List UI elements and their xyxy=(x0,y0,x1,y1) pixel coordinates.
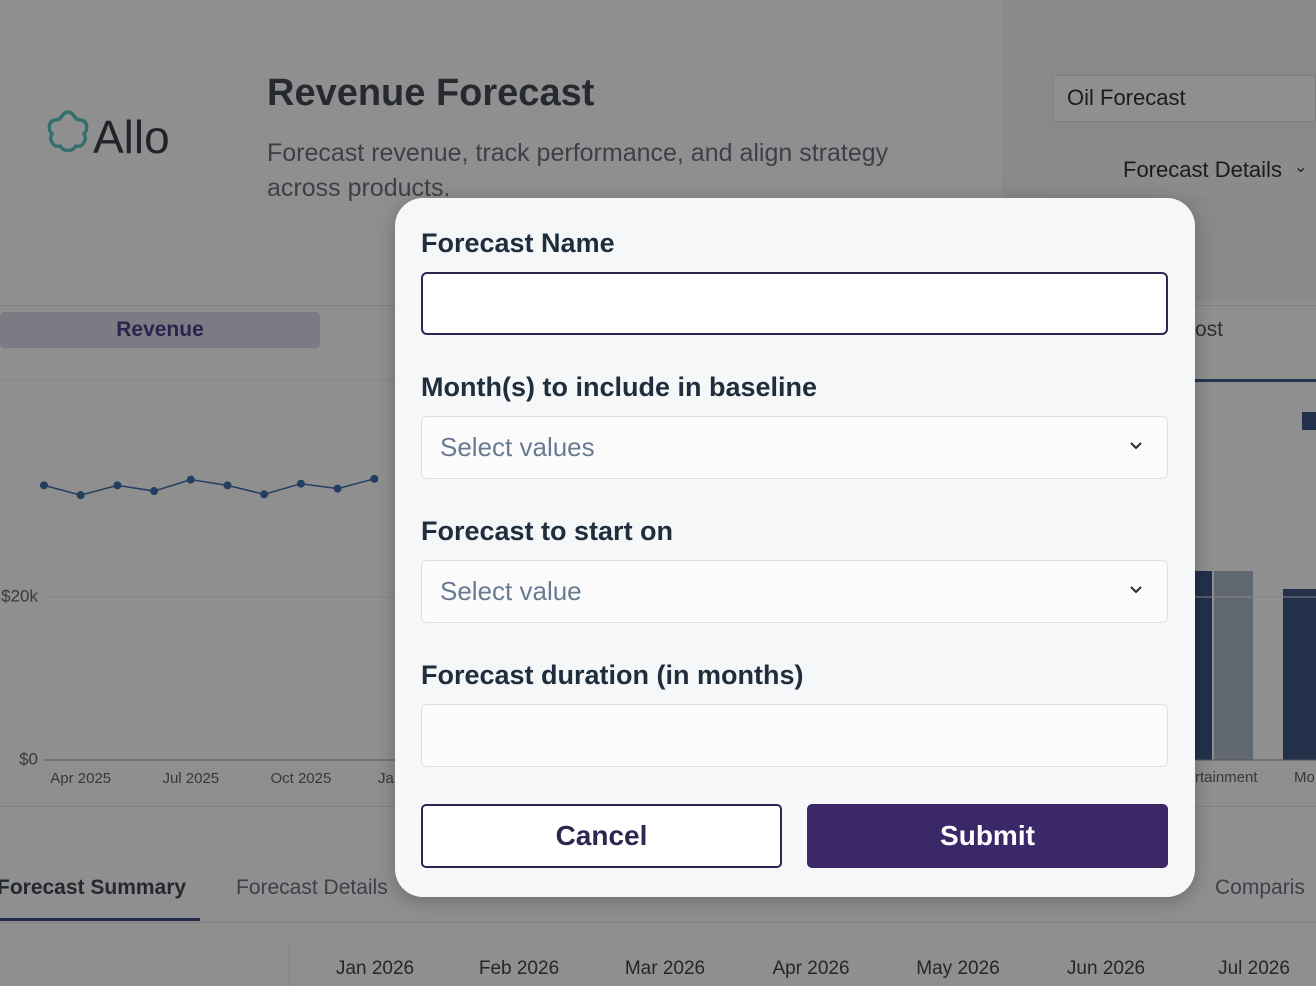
tab[interactable]: Forecast Summary xyxy=(0,876,187,899)
bar xyxy=(1283,589,1316,760)
page-title: Revenue Forecast xyxy=(267,72,595,114)
y-tick-label: $0 xyxy=(19,749,38,768)
tab-underline xyxy=(0,918,200,921)
field-label: Month(s) to include in baseline xyxy=(421,372,818,402)
bar-label-fragment: rtainment xyxy=(1195,769,1258,786)
column-header: Jan 2026 xyxy=(335,958,415,979)
tab[interactable]: Comparis xyxy=(1215,876,1305,899)
bar xyxy=(1214,571,1253,760)
tab-underline xyxy=(1195,379,1316,382)
chevron xyxy=(1130,586,1142,594)
forecast-select[interactable]: Oil Forecast xyxy=(1053,75,1316,122)
text-input[interactable] xyxy=(421,272,1168,335)
chart-tab[interactable]: Revenue xyxy=(0,312,320,348)
legend-swatch xyxy=(1302,412,1316,430)
line xyxy=(43,478,375,496)
details-button-text: Forecast Details xyxy=(1123,157,1282,182)
x-tick-label: Oct 2025 xyxy=(270,770,331,787)
y-tick-label: $20k xyxy=(1,586,38,605)
table-divider xyxy=(289,945,290,986)
cancel-button[interactable]: Cancel xyxy=(421,804,782,868)
field-label: Forecast to start on xyxy=(421,516,674,546)
select-input[interactable]: Select value xyxy=(421,560,1168,623)
field-label: Forecast Name xyxy=(421,228,615,258)
forecast-select-text: Oil Forecast xyxy=(1067,85,1186,110)
column-header: May 2026 xyxy=(916,958,1000,979)
point xyxy=(113,481,122,490)
details-button[interactable]: Forecast Details ⌄ xyxy=(1053,145,1316,195)
field-label: Forecast duration (in months) xyxy=(421,660,804,690)
column-header: Jun 2026 xyxy=(1066,958,1146,979)
column-header: Feb 2026 xyxy=(478,958,560,979)
point xyxy=(260,490,269,499)
point xyxy=(333,484,342,493)
chevron: ⌄ xyxy=(1294,159,1308,176)
point xyxy=(40,481,48,490)
x-tick-label: Jul 2025 xyxy=(162,770,219,787)
chart-tab-fragment: ost xyxy=(1195,318,1224,341)
point xyxy=(223,481,232,490)
divider xyxy=(0,922,1316,923)
bar-label-fragment: Mo xyxy=(1294,769,1315,786)
page-subtitle: Forecast revenue, track performance, and… xyxy=(267,139,889,202)
bar xyxy=(1195,571,1212,760)
point xyxy=(370,474,379,483)
modal: Forecast Name Month(s) to include in bas… xyxy=(395,198,1195,897)
point xyxy=(186,475,195,484)
logo-text: Allo xyxy=(93,111,170,163)
x-tick-label: Apr 2025 xyxy=(50,770,111,787)
placeholder: Select value xyxy=(440,576,582,606)
column-header: Apr 2026 xyxy=(772,958,850,979)
select-input[interactable]: Select values xyxy=(421,416,1168,479)
submit-button[interactable]: Submit xyxy=(807,804,1168,868)
logo-icon xyxy=(47,110,89,153)
point xyxy=(296,479,305,488)
number-input[interactable] xyxy=(421,704,1168,767)
column-header: Jul 2026 xyxy=(1218,958,1290,979)
point xyxy=(150,487,159,496)
placeholder: Select values xyxy=(440,432,595,462)
tab[interactable]: Forecast Details xyxy=(236,876,388,899)
chevron xyxy=(1130,442,1142,450)
x-tick-fragment: Ja xyxy=(378,770,395,787)
point xyxy=(76,491,85,500)
column-header: Mar 2026 xyxy=(624,958,706,979)
